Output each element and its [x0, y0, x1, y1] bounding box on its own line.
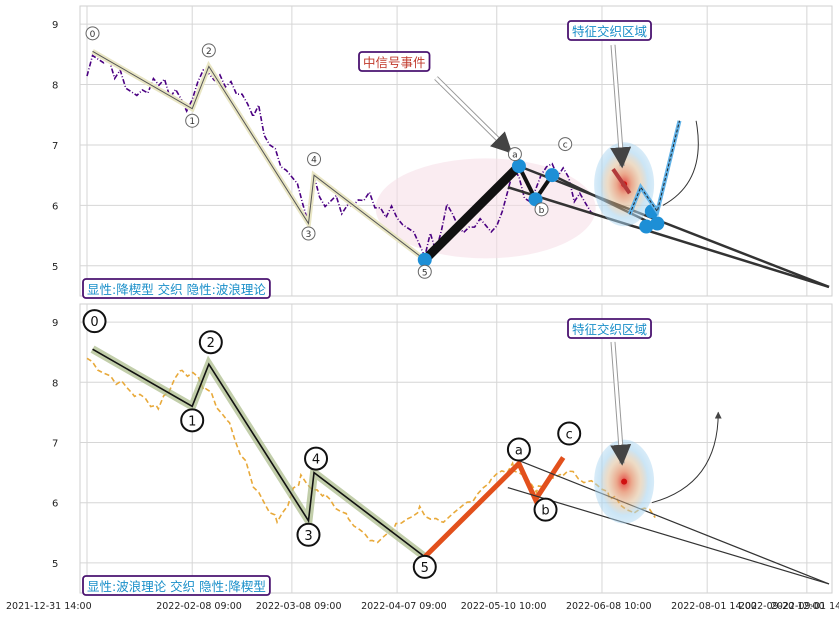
x-tick-label: 2021-12-31 14:00	[6, 601, 92, 612]
wave-label-0: 0	[90, 315, 98, 330]
wave-label-circle	[185, 113, 200, 128]
wave-label-4: 4	[312, 453, 320, 468]
annotation-box	[567, 318, 652, 339]
wave-label-circle	[533, 497, 558, 522]
wave-label-circle	[85, 26, 100, 41]
forecast-arc	[662, 120, 699, 206]
annotation-box	[82, 575, 271, 596]
feature-zone-center	[621, 478, 628, 485]
x-tick-label: 2022-08-01 14:00	[671, 601, 757, 612]
y-tick-label: 8	[52, 81, 58, 92]
signal-ellipse	[375, 158, 596, 259]
wave-label-circle	[198, 330, 223, 355]
wave-label-circle	[507, 147, 522, 162]
forecast-red-leg	[611, 167, 632, 195]
y-tick-label: 5	[52, 262, 58, 273]
y-tick-label: 9	[52, 318, 58, 329]
y-tick-label: 7	[52, 438, 58, 449]
wave-label-circle	[506, 437, 531, 462]
annotation-text: 显性:降楔型 交织 隐性:波浪理论	[87, 282, 266, 297]
annotation-box	[358, 51, 431, 72]
forecast-path-dash	[629, 120, 680, 215]
annotation-text: 特征交织区域	[572, 24, 647, 39]
plot-frame	[79, 303, 833, 594]
wedge-lower-line	[507, 487, 830, 585]
wave-node-dot	[511, 159, 526, 174]
wave-label-circle	[534, 202, 549, 217]
x-tick-label: 2022-03-08 09:00	[256, 601, 342, 612]
wave-label-circle	[412, 554, 437, 579]
wave-line	[92, 348, 426, 558]
annotation-text: 特征交织区域	[572, 322, 647, 337]
wave-5a-segment	[421, 162, 523, 263]
y-tick-label: 5	[52, 559, 58, 570]
wave-label-circle	[417, 264, 432, 279]
wave-node-dot	[545, 168, 560, 183]
price-series-line	[86, 357, 656, 544]
wave-node-dot	[417, 252, 432, 267]
annotation-box	[567, 20, 652, 41]
y-tick-label: 9	[52, 20, 58, 31]
wave-label-0: 0	[90, 30, 96, 40]
y-tick-label: 6	[52, 499, 58, 510]
wave-label-circle	[307, 152, 322, 167]
zone-arrow	[610, 341, 632, 466]
wave-label-circle	[558, 137, 573, 152]
annotation-text: 显性:波浪理论 交织 隐性:降楔型	[87, 579, 266, 594]
wave-label-2: 2	[207, 336, 215, 351]
wave-label-a: a	[515, 444, 523, 459]
wedge-upper-line	[518, 459, 830, 585]
x-tick-label: 2022-09-20 12:00	[739, 601, 825, 612]
wave-label-4: 4	[311, 156, 317, 166]
wave-label-b: b	[541, 504, 549, 519]
x-tick-label: 2022-06-08 10:00	[566, 601, 652, 612]
wave-abc-line	[423, 456, 566, 559]
wave-label-circle	[557, 421, 582, 446]
y-tick-label: 6	[52, 201, 58, 212]
wave-label-1: 1	[189, 117, 195, 127]
wave-label-circle	[82, 309, 107, 334]
signal-arrow	[434, 76, 513, 154]
wave-label-3: 3	[306, 230, 312, 240]
x-tick-label: 2022-09-01 14:00	[771, 601, 839, 612]
wave-node-dot	[650, 216, 665, 231]
y-tick-label: 7	[52, 141, 58, 152]
x-tick-label: 2022-02-08 09:00	[156, 601, 242, 612]
wave-label-circle	[201, 43, 216, 58]
zone-arrow	[610, 44, 632, 169]
wave-label-5: 5	[421, 561, 429, 576]
y-tick-label: 8	[52, 378, 58, 389]
wave-label-b: b	[539, 206, 545, 216]
wave-label-circle	[180, 408, 205, 433]
wave-label-circle	[296, 522, 321, 547]
x-tick-label: 2022-05-10 10:00	[461, 601, 547, 612]
annotation-text: 中信号事件	[363, 55, 426, 70]
wedge-upper-line	[518, 164, 830, 289]
wave-label-c: c	[566, 428, 573, 443]
wave-label-c: c	[563, 141, 568, 151]
annotation-box	[82, 278, 271, 299]
wave-label-5: 5	[422, 268, 428, 278]
wave-line	[92, 50, 426, 261]
wave-label-circle	[304, 446, 329, 471]
wave-label-a: a	[512, 151, 518, 161]
forecast-arc	[651, 411, 722, 504]
wedge-lower-line	[507, 186, 830, 289]
x-tick-label: 2022-04-07 09:00	[361, 601, 447, 612]
wave-label-2: 2	[206, 47, 212, 57]
wave-label-1: 1	[188, 414, 196, 429]
wave-label-circle	[301, 226, 316, 241]
x-axis: 2021-12-31 14:00 2022-02-08 09:00 2022-03-…	[6, 601, 839, 612]
wave-label-3: 3	[304, 529, 312, 544]
wave-node-dot	[639, 219, 654, 234]
